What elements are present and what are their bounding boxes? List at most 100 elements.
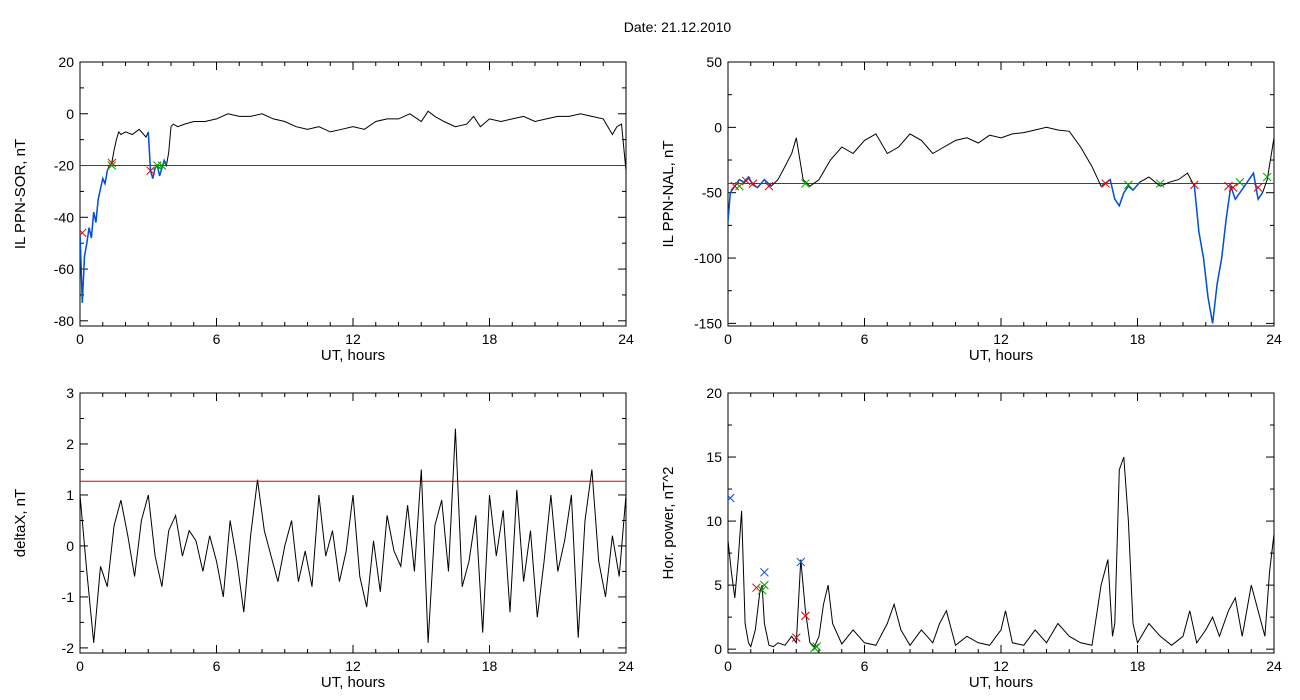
- y-tick-label: 50: [706, 54, 722, 70]
- x-tick-label: 18: [1130, 331, 1146, 347]
- marker-green: [800, 179, 810, 188]
- plot-area: [80, 428, 626, 643]
- x-tick-label: 18: [482, 331, 498, 347]
- x-axis-label: UT, hours: [321, 674, 385, 691]
- y-tick-label: -1: [62, 589, 75, 605]
- plot-area: [728, 456, 1274, 653]
- y-tick-label: 3: [66, 385, 74, 401]
- y-tick-label: -40: [54, 209, 74, 225]
- marker-green: [760, 580, 769, 590]
- y-axis-label: IL PPN-SOR, nT: [12, 139, 29, 249]
- marker-red: [146, 166, 155, 176]
- y-tick-label: 0: [66, 538, 74, 554]
- x-axis-label: UT, hours: [969, 347, 1033, 364]
- x-tick-label: 12: [345, 658, 361, 674]
- y-tick-label: 1: [66, 487, 74, 503]
- x-tick-label: 18: [1130, 658, 1146, 674]
- x-tick-label: 18: [482, 658, 498, 674]
- y-tick-label: -20: [54, 158, 74, 174]
- y-tick-label: -50: [702, 185, 722, 201]
- marker-green: [810, 643, 819, 653]
- series-line: [728, 456, 1274, 648]
- y-axis-label: Hor. power, nT^2: [660, 467, 677, 580]
- x-tick-label: 6: [213, 331, 221, 347]
- y-tick-label: -2: [62, 640, 75, 656]
- x-tick-label: 6: [861, 331, 869, 347]
- marker-blue: [796, 557, 806, 567]
- x-tick-label: 0: [724, 658, 732, 674]
- highlight-segment: [80, 162, 113, 303]
- plot-frame: [79, 392, 627, 654]
- x-tick-label: 12: [993, 658, 1009, 674]
- y-tick-label: 15: [706, 449, 722, 465]
- marker-green: [157, 161, 167, 170]
- y-tick-label: 0: [714, 119, 722, 135]
- highlight-segment: [1100, 178, 1141, 208]
- chart-panel-1: 0 6 12 18 24 20 0 -20 -40 -60 -80 UT, hours IL PPN-S…: [12, 54, 634, 364]
- x-tick-label: 6: [861, 658, 869, 674]
- marker-red: [752, 583, 761, 593]
- marker-green: [107, 161, 117, 170]
- marker-red: [107, 158, 117, 168]
- y-tick-label: -80: [54, 313, 74, 329]
- marker-red: [1228, 183, 1238, 192]
- marker-red: [1190, 180, 1199, 190]
- marker-red: [764, 181, 774, 191]
- marker-green: [1155, 179, 1165, 188]
- marker-red: [741, 176, 751, 186]
- marker-green: [1262, 172, 1272, 182]
- marker-green: [812, 642, 822, 651]
- y-tick-label: 2: [66, 436, 74, 452]
- y-tick-label: 10: [706, 513, 722, 529]
- plot-frame: [79, 61, 627, 327]
- series-line: [80, 110, 626, 303]
- marker-green: [757, 585, 767, 595]
- y-tick-label: 0: [714, 641, 722, 657]
- highlight-segment: [1193, 171, 1264, 324]
- x-tick-label: 0: [724, 331, 732, 347]
- plot-frame: [727, 61, 1275, 327]
- y-tick-label: 0: [66, 106, 74, 122]
- marker-red: [80, 228, 87, 238]
- x-tick-label: 6: [213, 658, 221, 674]
- marker-blue: [760, 567, 769, 577]
- x-tick-label: 12: [993, 331, 1009, 347]
- y-tick-label: -100: [694, 250, 722, 266]
- x-tick-label: 24: [618, 658, 634, 674]
- marker-green: [735, 181, 744, 191]
- x-tick-label: 24: [1266, 658, 1282, 674]
- chart-panel-2: 0 6 12 18 24 50 0 -50 -100 -150 UT, hours IL PPN-NA…: [660, 54, 1282, 364]
- marker-blue: [728, 493, 735, 503]
- x-axis-label: UT, hours: [969, 674, 1033, 691]
- plot-area: [80, 110, 626, 303]
- y-tick-label: -60: [54, 261, 74, 277]
- chart-panel-4: 0 6 12 18 24 20 15 10 5 0 UT, hours Hor. power, nT^…: [660, 385, 1282, 691]
- chart-panel-3: 0 6 12 18 24 3 2 1 0 -1 -2 UT, hours deltaX, nT: [12, 385, 634, 691]
- y-tick-label: 20: [58, 54, 74, 70]
- x-tick-label: 0: [76, 331, 84, 347]
- x-tick-label: 24: [618, 331, 634, 347]
- marker-green: [1124, 180, 1133, 190]
- y-tick-label: -150: [694, 315, 722, 331]
- marker-green: [152, 161, 162, 170]
- marker-red: [748, 179, 758, 188]
- marker-red: [800, 611, 810, 621]
- y-axis-label: deltaX, nT: [12, 489, 29, 557]
- marker-green: [1235, 177, 1245, 187]
- series-line: [80, 428, 626, 643]
- x-tick-label: 0: [76, 658, 84, 674]
- y-axis-label: IL PPN-NAL, nT: [660, 141, 677, 248]
- highlight-segment: [728, 175, 772, 222]
- plot-frame: [727, 392, 1275, 654]
- y-tick-label: 20: [706, 385, 722, 401]
- y-tick-label: 5: [714, 577, 722, 593]
- x-tick-label: 24: [1266, 331, 1282, 347]
- x-tick-label: 12: [345, 331, 361, 347]
- x-axis-label: UT, hours: [321, 347, 385, 364]
- series-line: [728, 126, 1274, 324]
- marker-red: [1253, 183, 1263, 192]
- plot-area: [728, 126, 1274, 324]
- marker-red: [791, 633, 801, 642]
- marker-red: [730, 181, 740, 191]
